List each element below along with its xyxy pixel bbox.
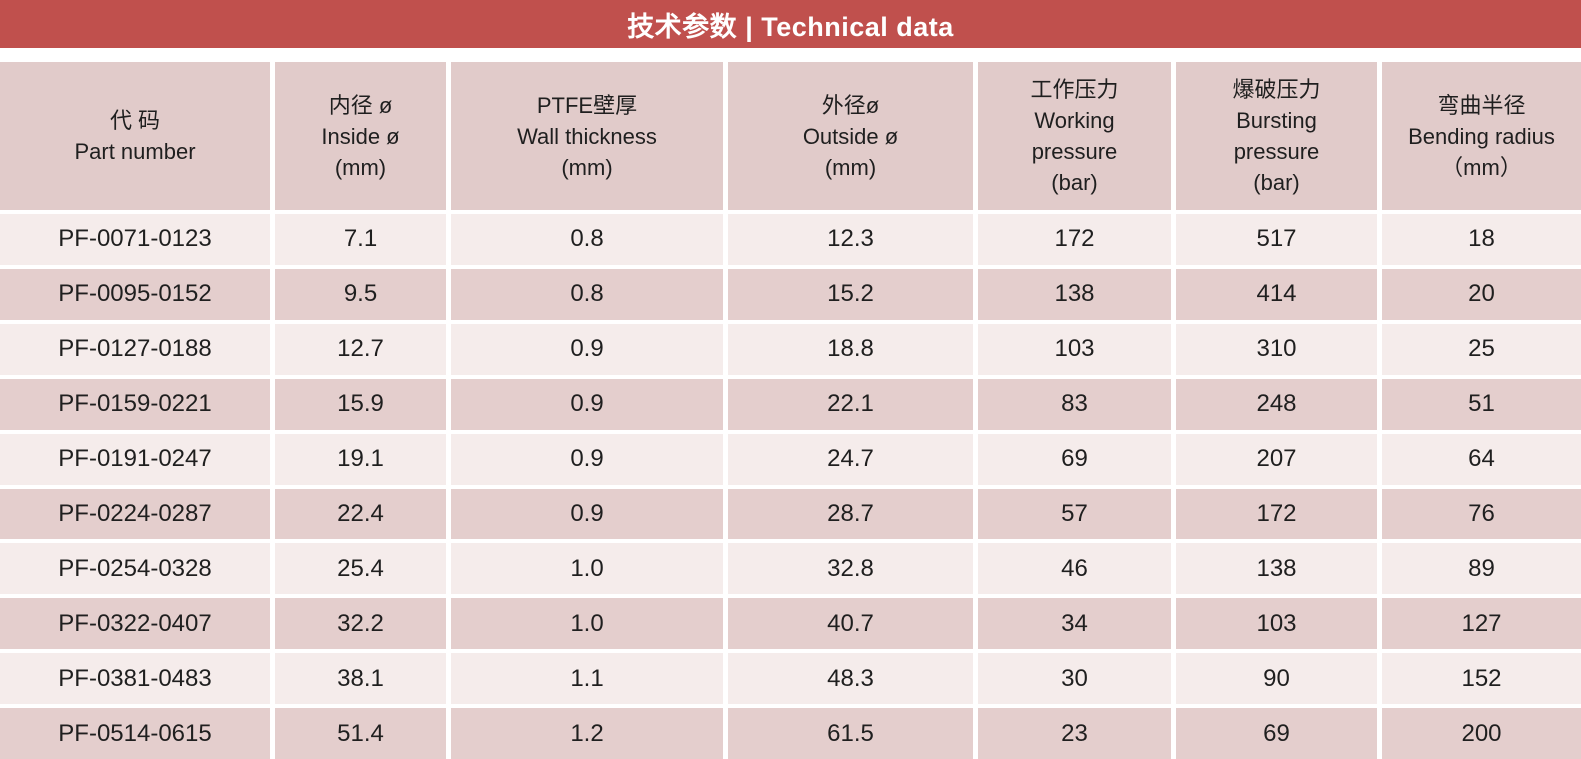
part-number-cell: PF-0381-0483 — [0, 653, 270, 705]
bending-radius-value: 127 — [1382, 598, 1581, 650]
wall-thickness-value: 0.8 — [451, 268, 723, 320]
part-number-cell: PF-0159-0221 — [0, 378, 270, 430]
outside-diameter-value: 40.7 — [728, 598, 973, 650]
inside-diameter-value: 7.1 — [275, 214, 446, 265]
working-pressure-value: 83 — [978, 378, 1171, 430]
bending-radius-value: 18 — [1382, 214, 1581, 265]
inside-diameter-value: 19.1 — [275, 433, 446, 485]
outside-diameter-value: 48.3 — [728, 653, 973, 705]
wall-thickness-value: 1.2 — [451, 708, 723, 759]
working-pressure-value: 103 — [978, 323, 1171, 375]
part-number-cell: PF-0224-0287 — [0, 488, 270, 540]
bending-radius-value: 20 — [1382, 268, 1581, 320]
bending-radius-value: 76 — [1382, 488, 1581, 540]
bursting-pressure-value: 517 — [1176, 214, 1377, 265]
part-number-cell: PF-0322-0407 — [0, 598, 270, 650]
wall-thickness-value: 0.8 — [451, 214, 723, 265]
bending-radius-value: 152 — [1382, 653, 1581, 705]
part-number-cell: PF-0514-0615 — [0, 708, 270, 759]
wall-thickness-value: 1.0 — [451, 598, 723, 650]
working-pressure-value: 23 — [978, 708, 1171, 759]
wall-thickness-value: 0.9 — [451, 378, 723, 430]
outside-diameter-value: 12.3 — [728, 214, 973, 265]
working-pressure-value: 30 — [978, 653, 1171, 705]
bursting-pressure-value: 248 — [1176, 378, 1377, 430]
bending-radius-value: 89 — [1382, 543, 1581, 595]
column-header-inside-diameter: 内径 ø Inside ø (mm) — [275, 62, 446, 210]
inside-diameter-value: 51.4 — [275, 708, 446, 759]
title-banner: 技术参数 | Technical data — [0, 0, 1581, 48]
part-number-cell: PF-0191-0247 — [0, 433, 270, 485]
working-pressure-value: 69 — [978, 433, 1171, 485]
bursting-pressure-value: 103 — [1176, 598, 1377, 650]
bending-radius-value: 51 — [1382, 378, 1581, 430]
bending-radius-value: 64 — [1382, 433, 1581, 485]
outside-diameter-value: 61.5 — [728, 708, 973, 759]
technical-data-table: 代 码 Part number 内径 ø Inside ø (mm) PTFE壁厚 … — [0, 62, 1581, 759]
inside-diameter-value: 12.7 — [275, 323, 446, 375]
wall-thickness-value: 1.1 — [451, 653, 723, 705]
column-header-working-pressure: 工作压力 Working pressure (bar) — [978, 62, 1171, 210]
column-header-wall-thickness: PTFE壁厚 Wall thickness (mm) — [451, 62, 723, 210]
working-pressure-value: 34 — [978, 598, 1171, 650]
outside-diameter-value: 28.7 — [728, 488, 973, 540]
bursting-pressure-value: 138 — [1176, 543, 1377, 595]
inside-diameter-value: 32.2 — [275, 598, 446, 650]
column-header-part-number: 代 码 Part number — [0, 62, 270, 210]
inside-diameter-value: 38.1 — [275, 653, 446, 705]
part-number-cell: PF-0071-0123 — [0, 214, 270, 265]
working-pressure-value: 172 — [978, 214, 1171, 265]
outside-diameter-value: 32.8 — [728, 543, 973, 595]
wall-thickness-value: 1.0 — [451, 543, 723, 595]
bursting-pressure-value: 69 — [1176, 708, 1377, 759]
bursting-pressure-value: 310 — [1176, 323, 1377, 375]
inside-diameter-value: 22.4 — [275, 488, 446, 540]
bursting-pressure-value: 90 — [1176, 653, 1377, 705]
wall-thickness-value: 0.9 — [451, 433, 723, 485]
inside-diameter-value: 15.9 — [275, 378, 446, 430]
bending-radius-value: 25 — [1382, 323, 1581, 375]
working-pressure-value: 138 — [978, 268, 1171, 320]
bursting-pressure-value: 172 — [1176, 488, 1377, 540]
outside-diameter-value: 22.1 — [728, 378, 973, 430]
bursting-pressure-value: 207 — [1176, 433, 1377, 485]
part-number-cell: PF-0095-0152 — [0, 268, 270, 320]
column-header-bursting-pressure: 爆破压力 Bursting pressure (bar) — [1176, 62, 1377, 210]
wall-thickness-value: 0.9 — [451, 488, 723, 540]
working-pressure-value: 57 — [978, 488, 1171, 540]
inside-diameter-value: 9.5 — [275, 268, 446, 320]
bending-radius-value: 200 — [1382, 708, 1581, 759]
bursting-pressure-value: 414 — [1176, 268, 1377, 320]
column-header-bending-radius: 弯曲半径 Bending radius （mm） — [1382, 62, 1581, 210]
outside-diameter-value: 24.7 — [728, 433, 973, 485]
outside-diameter-value: 18.8 — [728, 323, 973, 375]
column-header-outside-diameter: 外径ø Outside ø (mm) — [728, 62, 973, 210]
outside-diameter-value: 15.2 — [728, 268, 973, 320]
working-pressure-value: 46 — [978, 543, 1171, 595]
part-number-cell: PF-0127-0188 — [0, 323, 270, 375]
part-number-cell: PF-0254-0328 — [0, 543, 270, 595]
inside-diameter-value: 25.4 — [275, 543, 446, 595]
wall-thickness-value: 0.9 — [451, 323, 723, 375]
page-title: 技术参数 | Technical data — [627, 11, 954, 42]
